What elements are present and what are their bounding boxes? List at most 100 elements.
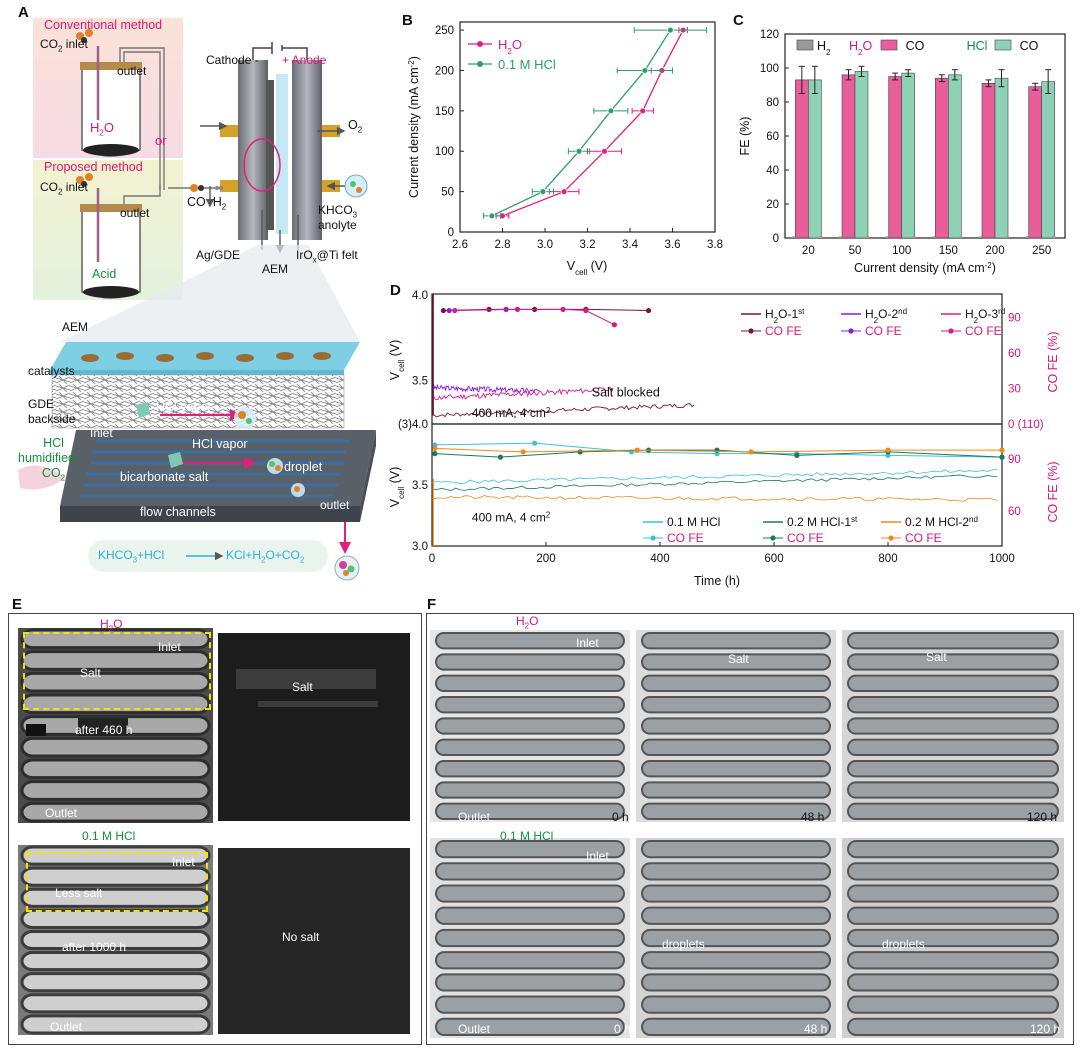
plot-frame-bottom <box>431 423 1003 547</box>
legend-swatch-hcl-co <box>994 39 1012 51</box>
y-tick-label: 4.0 <box>412 290 428 302</box>
label-f-droplets-1: droplets <box>662 937 705 951</box>
y-tick-label: 0 <box>448 227 454 239</box>
fe-point <box>577 449 583 455</box>
y-tick-label: 3.5 <box>412 376 428 388</box>
x-tick-label: 600 <box>764 553 783 565</box>
fe-point <box>432 451 438 457</box>
label-khco3: KHCO3 <box>318 203 358 220</box>
label-e-salt-2: Salt <box>292 680 313 694</box>
flow-channel <box>847 802 1059 821</box>
label-hcl-vapor-2: HCl vapor <box>192 437 248 451</box>
flow-channel <box>641 862 831 881</box>
legend-entry-h2o: H2O <box>849 39 872 57</box>
flow-channel <box>847 674 1059 693</box>
bar-h2 <box>1052 236 1056 238</box>
data-point <box>601 147 608 155</box>
x-axis-label: Vcell (V) <box>567 259 608 276</box>
bar <box>1041 81 1055 239</box>
flow-channel <box>20 929 211 951</box>
label-outlet-1: outlet <box>117 64 147 78</box>
y-tick-label: 60 <box>766 131 779 143</box>
label-f-inlet-2: Inlet <box>586 849 609 863</box>
x-tick-label: 2.8 <box>495 239 511 251</box>
label-f-droplets-2: droplets <box>882 937 925 951</box>
photo-e-hcl-flowfield <box>18 845 213 1035</box>
legend-entry-h2: H2 <box>817 39 831 57</box>
panel-letter-b: B <box>402 12 413 29</box>
voltage-trace-bottom-1 <box>431 474 998 491</box>
label-e-h2o: H2O <box>100 617 123 634</box>
label-f-h2o: H2O <box>516 614 539 631</box>
bar <box>935 77 949 239</box>
label-gde: GDE <box>28 397 55 411</box>
legend-entry-co-fe: CO FE <box>667 531 704 545</box>
flow-channel <box>847 717 1059 735</box>
flow-channel <box>847 884 1059 903</box>
flow-channel <box>20 1014 211 1035</box>
label-hcl-humidified: HCl humidified CO2 <box>18 436 75 483</box>
label-f-inlet-1: Inlet <box>576 636 599 650</box>
plot-frame-top <box>431 293 1003 425</box>
label-anolyte: anolyte <box>318 218 357 232</box>
label-proposed: Proposed method <box>44 160 143 174</box>
legend-entry-co1: CO <box>906 39 925 53</box>
panel-letter-a: A <box>18 4 29 21</box>
fe-point <box>885 447 891 453</box>
flow-channel <box>847 928 1059 948</box>
x-tick-label: 0 <box>429 553 435 565</box>
flow-channel <box>435 951 625 970</box>
label-anode: + Anode <box>282 53 327 67</box>
flow-channel <box>20 908 211 929</box>
label-e-hcl: 0.1 M HCl <box>82 829 136 843</box>
bar-h2 <box>979 236 982 238</box>
label-e-less-salt: Less salt <box>55 886 103 900</box>
bar <box>994 77 1009 239</box>
series-line-0 <box>502 29 684 217</box>
bar-h2 <box>819 236 823 238</box>
flow-channel <box>435 653 625 671</box>
flowfield-photo <box>636 630 836 822</box>
flow-channel <box>435 995 625 1014</box>
bar-h2 <box>932 236 936 238</box>
y-tick-label: 3.0 <box>412 541 428 553</box>
flow-channel <box>847 906 1059 925</box>
fe-point <box>611 322 617 328</box>
fe-point <box>583 307 589 314</box>
voltage-trace-bottom-0 <box>431 468 998 485</box>
data-point <box>666 26 674 34</box>
label-acid: Acid <box>92 267 117 281</box>
x-tick-label: 100 <box>892 245 911 257</box>
legend-entry-hcl: HCl <box>967 39 988 53</box>
y2-axis-label-bottom: CO FE (%) <box>1046 461 1060 522</box>
annotation-salt-blocked: Salt blocked <box>592 385 660 399</box>
flow-channel <box>435 973 625 992</box>
label-hcl-vapor-1: HCl vapor <box>156 400 212 414</box>
label-co2-inlet-2: CO2 inlet <box>40 180 88 197</box>
fe-point <box>999 454 1005 460</box>
x-tick-label: 200 <box>985 245 1004 257</box>
flow-channel <box>641 674 831 693</box>
label-e-inlet-2: Inlet <box>172 855 195 869</box>
bar <box>854 71 869 239</box>
label-or: or <box>155 133 167 148</box>
data-point <box>560 188 568 196</box>
flow-channel <box>641 840 831 859</box>
bar-h2 <box>1006 236 1009 238</box>
y2-tick-label: 60 <box>1008 506 1021 518</box>
flow-channel <box>435 632 625 650</box>
label-flow-channels: flow channels <box>140 505 216 519</box>
panel-a-schematic <box>18 18 376 581</box>
label-h2o-bottle: H2O <box>90 120 114 138</box>
flow-channel <box>641 1017 831 1036</box>
data-point <box>607 107 615 115</box>
condition-top: 400 mA, 4 cm2 <box>472 406 551 421</box>
legend-marker <box>477 41 483 47</box>
flow-channel <box>641 760 831 778</box>
flow-channel <box>641 632 831 650</box>
flow-channel <box>641 781 831 799</box>
x-tick-label: 3.2 <box>580 239 596 251</box>
legend-entry-co-fe: CO FE <box>965 324 1002 338</box>
flow-channel <box>20 801 211 823</box>
data-point <box>488 212 496 220</box>
